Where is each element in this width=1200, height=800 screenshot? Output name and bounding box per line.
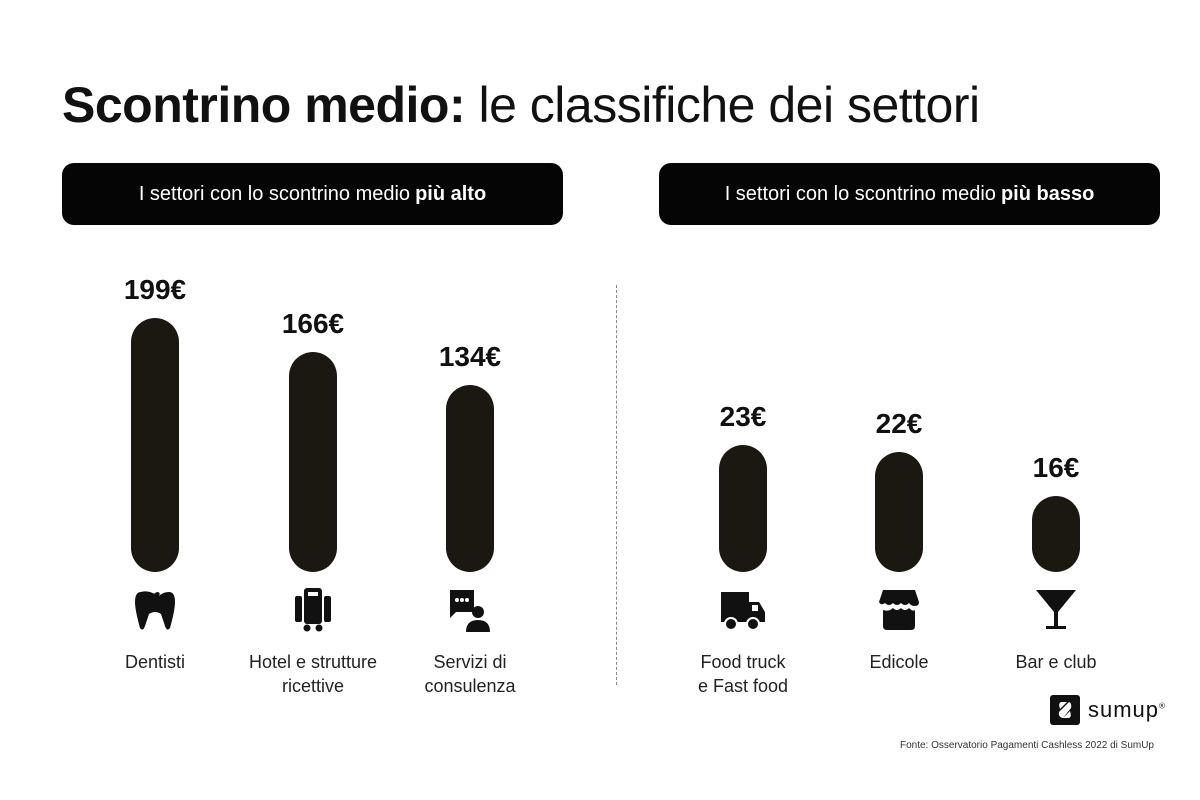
bar <box>875 452 923 572</box>
sumup-logo-icon <box>1050 695 1080 725</box>
luggage-icon <box>289 588 337 632</box>
divider <box>616 285 617 685</box>
consulting-chat-icon <box>446 588 494 632</box>
source-note: Fonte: Osservatorio Pagamenti Cashless 2… <box>899 740 1154 751</box>
category-label-line: Hotel e strutture <box>248 652 378 672</box>
category-label: Servizi di consulenza <box>385 650 555 698</box>
value-label: 23€ <box>719 401 767 433</box>
category-label-line: e Fast food <box>697 676 789 696</box>
bar <box>1032 496 1080 572</box>
value-label: 16€ <box>1032 452 1080 484</box>
category-label-line: Bar e club <box>1015 652 1097 672</box>
category-label-line: Dentisti <box>124 652 186 672</box>
header-highest: I settori con lo scontrino medio più alto <box>62 163 563 225</box>
category-label: Dentisti <box>70 650 240 674</box>
sumup-logo-text: sumup® <box>1088 697 1166 722</box>
category-label: Hotel e strutture ricettive <box>228 650 398 698</box>
value-label: 166€ <box>281 308 345 340</box>
tooth-icon <box>131 588 179 632</box>
cocktail-icon <box>1032 588 1080 632</box>
category-label-line: consulenza <box>424 676 516 696</box>
bar <box>131 318 179 572</box>
category-label: Edicole <box>814 650 984 674</box>
category-label: Food truck e Fast food <box>658 650 828 698</box>
page-title: Scontrino medio: le classifiche dei sett… <box>62 77 980 133</box>
shop-icon <box>875 588 923 632</box>
category-label-line: Edicole <box>869 652 929 672</box>
bar <box>446 384 494 572</box>
category-label-line: Servizi di <box>433 652 507 672</box>
category-label: Bar e club <box>971 650 1141 674</box>
value-label: 22€ <box>875 408 923 440</box>
category-label-line: ricettive <box>281 676 344 696</box>
value-label: 199€ <box>123 274 187 306</box>
category-label-line: Food truck <box>700 652 786 672</box>
header-lowest: I settori con lo scontrino medio più bass… <box>659 163 1160 225</box>
value-label: 134€ <box>438 340 502 372</box>
bar <box>289 352 337 572</box>
bar <box>719 445 767 572</box>
sumup-logo: sumup® <box>1050 695 1166 725</box>
truck-icon <box>719 588 767 632</box>
